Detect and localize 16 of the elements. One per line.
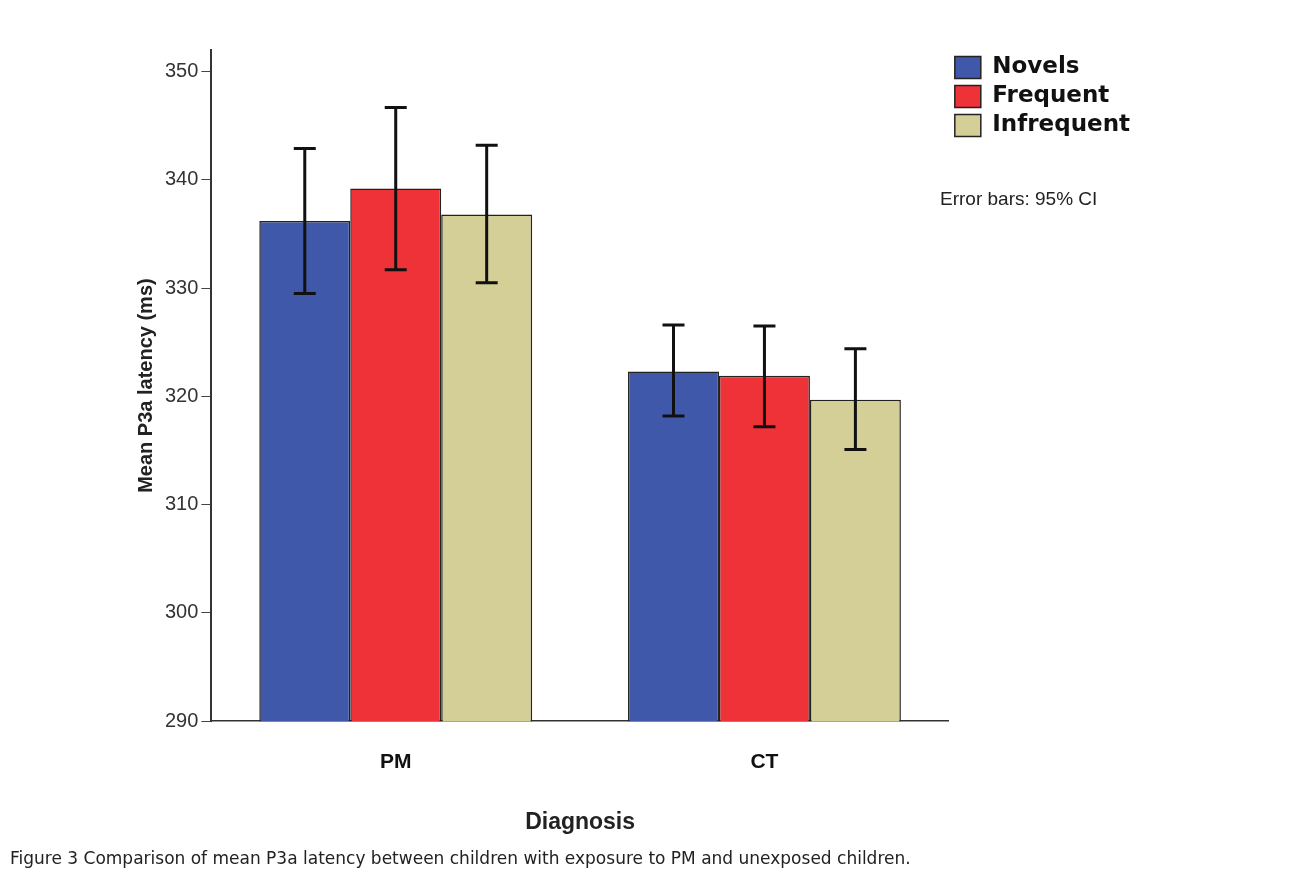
y-tick-label: 330 xyxy=(164,275,199,298)
x-tick-label: PM xyxy=(379,748,412,772)
y-tick-label: 340 xyxy=(164,167,199,190)
y-tick-label: 290 xyxy=(164,708,199,731)
x-axis-title: Diagnosis xyxy=(525,807,636,834)
y-tick-label: 350 xyxy=(164,59,199,82)
annotation: Error bars: 95% CI xyxy=(940,188,1098,210)
y-tick-label: 310 xyxy=(164,492,199,515)
legend-label: Infrequent xyxy=(992,110,1131,137)
legend-label: Novels xyxy=(992,52,1080,79)
caption: Figure 3 Comparison of mean P3a latency between children with exposure to PM and unexposed children. xyxy=(10,848,911,868)
x-tick-label: CT xyxy=(750,748,779,772)
y-tick-label: 320 xyxy=(164,383,199,406)
y-axis-title: Mean P3a latency (ms) xyxy=(133,278,156,493)
legend-label: Frequent xyxy=(992,81,1110,108)
y-tick-label: 300 xyxy=(164,600,199,623)
